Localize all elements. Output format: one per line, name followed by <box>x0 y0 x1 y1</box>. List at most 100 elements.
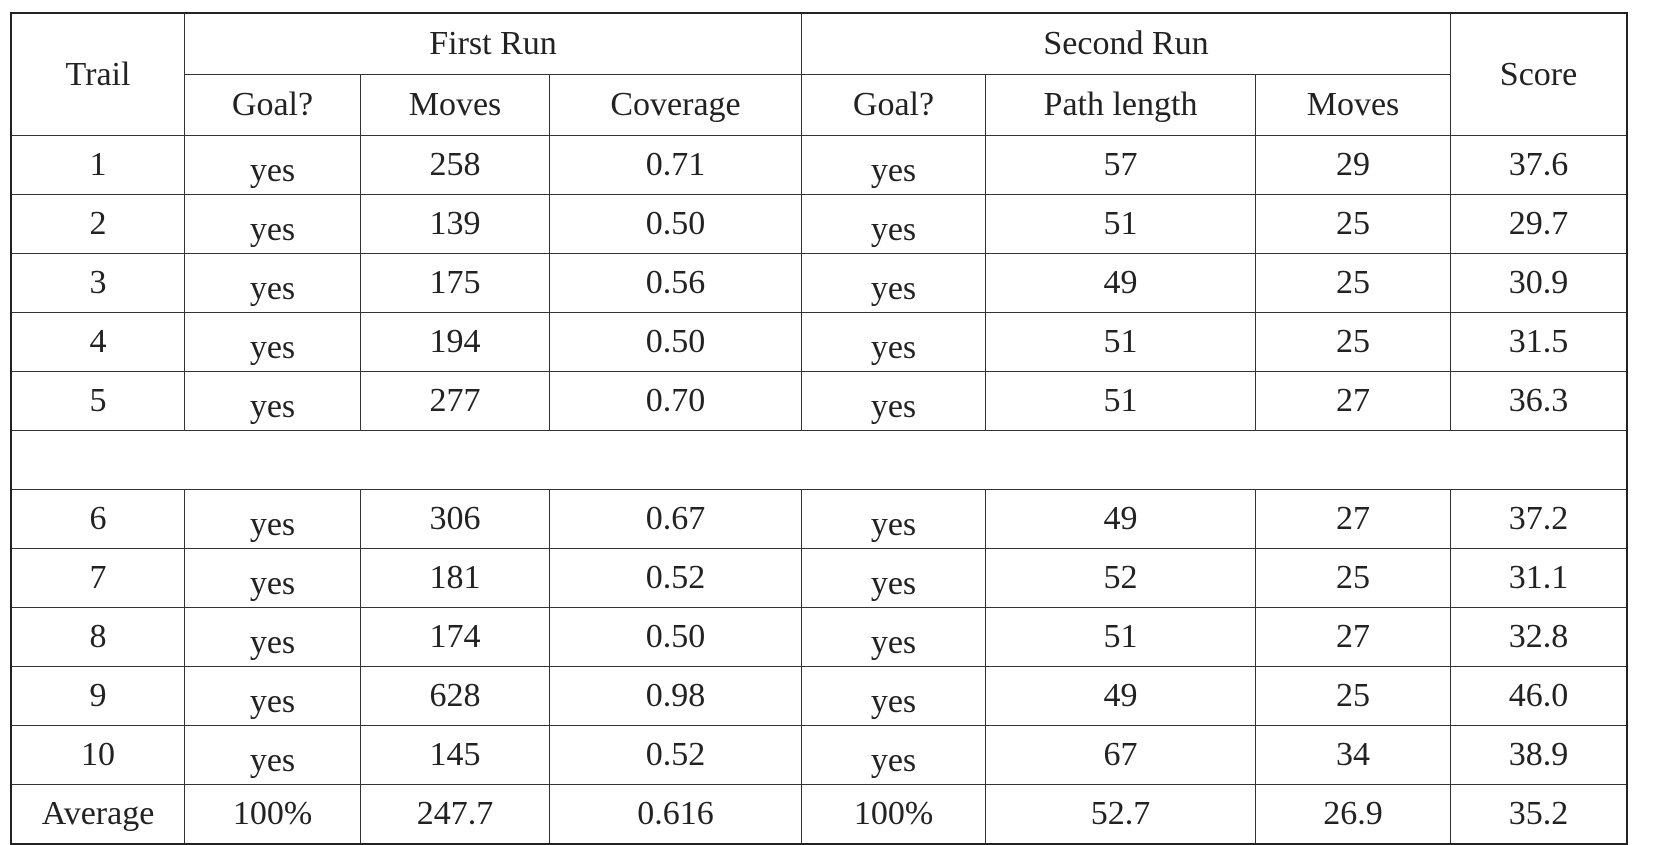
table-row: 2 yes 139 0.50 yes 51 25 29.7 <box>10 194 1628 254</box>
table-cell: 0.50 <box>549 194 802 254</box>
table-cell: 67 <box>985 725 1256 785</box>
table-body-group-2: 6 yes 306 0.67 yes 49 27 37.2 7 yes 181 0.52 yes 52 25… <box>10 489 1628 785</box>
table-cell: 0.52 <box>549 548 802 608</box>
table-cell: 9 <box>10 666 185 726</box>
table-row: 5 yes 277 0.70 yes 51 27 36.3 <box>10 371 1628 431</box>
table-cell: 30.9 <box>1450 253 1628 313</box>
header-first-moves: Moves <box>360 74 550 136</box>
table-cell: 27 <box>1255 371 1451 431</box>
table-cell: 29 <box>1255 135 1451 195</box>
header-second-goal: Goal? <box>801 74 986 136</box>
table-cell: yes <box>801 666 986 726</box>
goal-value: yes <box>870 624 917 661</box>
table-cell: 46.0 <box>1450 666 1628 726</box>
table-cell: 628 <box>360 666 550 726</box>
table-cell: 258 <box>360 135 550 195</box>
table-cell: yes <box>801 548 986 608</box>
table-cell: 4 <box>10 312 185 372</box>
goal-value: yes <box>870 506 917 543</box>
table-cell: yes <box>801 607 986 667</box>
table-cell: 51 <box>985 371 1256 431</box>
table-cell: 0.70 <box>549 371 802 431</box>
table-cell: 100% <box>184 784 361 844</box>
table-cell: 25 <box>1255 194 1451 254</box>
table-cell: yes <box>184 607 361 667</box>
table-cell: 25 <box>1255 253 1451 313</box>
table-cell: 34 <box>1255 725 1451 785</box>
table-cell: 0.50 <box>549 607 802 667</box>
goal-value: yes <box>870 211 917 248</box>
goal-value: yes <box>870 329 917 366</box>
table-cell: 51 <box>985 607 1256 667</box>
table-row: 9 yes 628 0.98 yes 49 25 46.0 <box>10 666 1628 726</box>
table-cell: yes <box>801 371 986 431</box>
goal-value: yes <box>870 388 917 425</box>
goal-value: yes <box>249 565 296 602</box>
table-cell: 32.8 <box>1450 607 1628 667</box>
header-first-goal: Goal? <box>184 74 361 136</box>
table-cell: 174 <box>360 607 550 667</box>
table-cell: 49 <box>985 666 1256 726</box>
table-cell: 51 <box>985 194 1256 254</box>
table-cell: 2 <box>10 194 185 254</box>
goal-value: yes <box>249 742 296 779</box>
goal-value: yes <box>870 683 917 720</box>
table-cell: 0.71 <box>549 135 802 195</box>
table-cell: 31.5 <box>1450 312 1628 372</box>
goal-value: yes <box>249 270 296 307</box>
table-row: 4 yes 194 0.50 yes 51 25 31.5 <box>10 312 1628 372</box>
goal-value: yes <box>870 152 917 189</box>
table-cell: 57 <box>985 135 1256 195</box>
table-cell: 7 <box>10 548 185 608</box>
table-row: 1 yes 258 0.71 yes 57 29 37.6 <box>10 135 1628 195</box>
table-cell: 175 <box>360 253 550 313</box>
table-cell: 139 <box>360 194 550 254</box>
table-cell: 35.2 <box>1450 784 1628 844</box>
results-table-container: Trail First Run Second Run Score Goal? M… <box>10 12 1628 845</box>
table-cell: 25 <box>1255 666 1451 726</box>
goal-value: yes <box>249 506 296 543</box>
header-score: Score <box>1450 12 1628 136</box>
table-cell: yes <box>801 312 986 372</box>
table-cell: 306 <box>360 489 550 549</box>
table-cell: 0.67 <box>549 489 802 549</box>
group-separator <box>11 430 1627 490</box>
results-table: Trail First Run Second Run Score Goal? M… <box>10 12 1628 845</box>
table-cell: 52.7 <box>985 784 1256 844</box>
table-row: 6 yes 306 0.67 yes 49 27 37.2 <box>10 489 1628 549</box>
table-cell: 25 <box>1255 312 1451 372</box>
table-cell: 31.1 <box>1450 548 1628 608</box>
table-cell: yes <box>801 489 986 549</box>
table-cell: yes <box>184 489 361 549</box>
table-cell: 194 <box>360 312 550 372</box>
table-row: 7 yes 181 0.52 yes 52 25 31.1 <box>10 548 1628 608</box>
table-cell: Average <box>10 784 185 844</box>
table-cell: 37.2 <box>1450 489 1628 549</box>
table-cell: 181 <box>360 548 550 608</box>
separator-cell <box>11 430 1627 490</box>
table-cell: 26.9 <box>1255 784 1451 844</box>
goal-value: yes <box>249 211 296 248</box>
goal-value: yes <box>249 388 296 425</box>
table-cell: 6 <box>10 489 185 549</box>
table-cell: yes <box>184 725 361 785</box>
table-cell: yes <box>184 371 361 431</box>
table-cell: yes <box>184 253 361 313</box>
table-cell: yes <box>184 312 361 372</box>
table-cell: yes <box>801 135 986 195</box>
table-cell: 3 <box>10 253 185 313</box>
header-second-moves: Moves <box>1255 74 1451 136</box>
goal-value: yes <box>249 152 296 189</box>
table-cell: 1 <box>10 135 185 195</box>
header-second-run: Second Run <box>801 12 1451 75</box>
table-cell: 0.98 <box>549 666 802 726</box>
goal-value: yes <box>249 329 296 366</box>
table-cell: 5 <box>10 371 185 431</box>
table-cell: 0.56 <box>549 253 802 313</box>
table-cell: 27 <box>1255 607 1451 667</box>
table-cell: yes <box>184 548 361 608</box>
table-body-average: Average 100% 247.7 0.616 100% 52.7 26.9 35.2 <box>10 784 1628 844</box>
table-cell: yes <box>184 194 361 254</box>
table-cell: 8 <box>10 607 185 667</box>
table-cell: 52 <box>985 548 1256 608</box>
